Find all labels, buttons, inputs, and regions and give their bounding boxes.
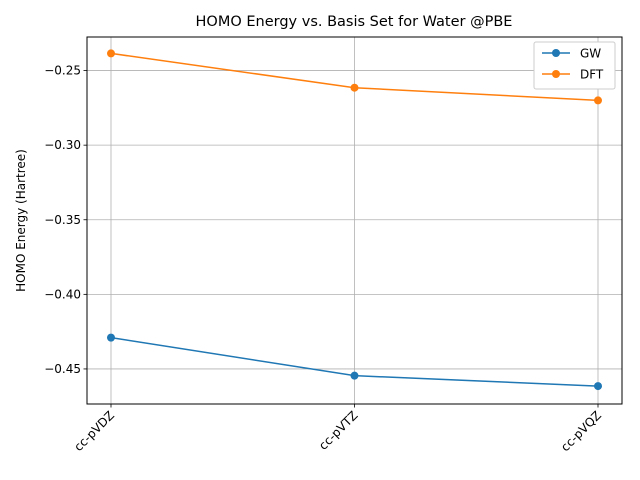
x-tick-label: cc-pVQZ [558,408,604,454]
y-axis-label: HOMO Energy (Hartree) [14,149,28,292]
data-point [594,382,602,391]
legend-swatch-marker [552,49,560,57]
chart-title: HOMO Energy vs. Basis Set for Water @PBE [196,14,513,30]
series-dft [107,49,602,105]
legend-item-gw: GW [542,47,601,61]
y-tick-label: −0.45 [44,362,81,376]
data-point [350,371,359,380]
y-axis: −0.25 −0.30 −0.35 −0.40 −0.45 [44,64,87,376]
data-point [107,333,115,342]
legend-item-dft: DFT [542,68,604,82]
series-gw [107,333,602,391]
series-layer [107,49,602,391]
y-tick-label: −0.35 [44,213,81,227]
legend-swatch-marker [552,70,560,78]
x-tick-label: cc-pVDZ [71,408,117,454]
y-tick-label: −0.30 [44,138,81,152]
legend-box [533,41,616,90]
x-axis: cc-pVDZ cc-pVTZ cc-pVQZ [71,404,604,454]
data-point [107,49,115,58]
y-tick-label: −0.25 [44,64,81,78]
legend-label: GW [580,47,601,61]
grid [87,37,622,404]
data-point [350,83,359,92]
legend-label: DFT [580,68,604,82]
data-point [594,96,602,105]
legend: GW DFT [533,41,616,90]
y-tick-label: −0.40 [44,287,81,301]
x-tick-label: cc-pVTZ [316,408,360,452]
